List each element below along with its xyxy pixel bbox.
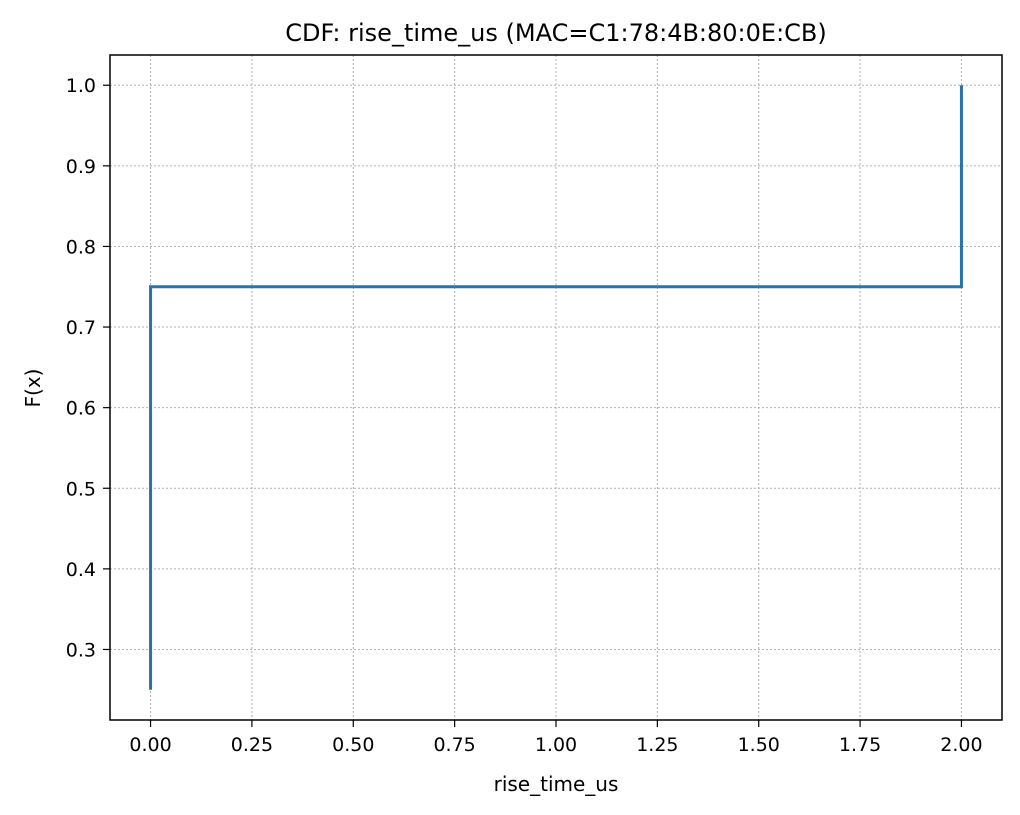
x-tick-label: 2.00 — [940, 734, 982, 756]
x-axis-label: rise_time_us — [494, 772, 619, 796]
x-tick-label: 1.50 — [738, 734, 780, 756]
y-tick-label: 0.4 — [66, 559, 96, 581]
x-tick-label: 1.25 — [636, 734, 678, 756]
y-axis: 0.3 0.4 0.5 0.6 0.7 0.8 0.9 1.0 — [66, 75, 110, 661]
cdf-step-line — [149, 85, 963, 690]
y-tick-label: 0.3 — [66, 639, 96, 661]
y-axis-label: F(x) — [21, 369, 45, 408]
x-tick-label: 0.50 — [332, 734, 374, 756]
y-tick-label: 0.8 — [66, 236, 96, 258]
chart-title: CDF: rise_time_us (MAC=C1:78:4B:80:0E:CB… — [285, 19, 827, 47]
x-tick-label: 0.00 — [129, 734, 171, 756]
y-tick-label: 0.7 — [66, 317, 96, 339]
x-tick-label: 0.25 — [231, 734, 273, 756]
x-axis: 0.00 0.25 0.50 0.75 1.00 1.25 1.50 1.75 2.00 — [129, 720, 983, 756]
y-tick-label: 0.6 — [66, 398, 96, 420]
x-tick-label: 1.00 — [535, 734, 577, 756]
grid — [110, 55, 1002, 720]
series-layer — [149, 85, 963, 690]
x-tick-label: 0.75 — [433, 734, 475, 756]
y-tick-label: 0.5 — [66, 478, 96, 500]
y-tick-label: 1.0 — [66, 75, 96, 97]
x-tick-label: 1.75 — [839, 734, 881, 756]
y-tick-label: 0.9 — [66, 156, 96, 178]
